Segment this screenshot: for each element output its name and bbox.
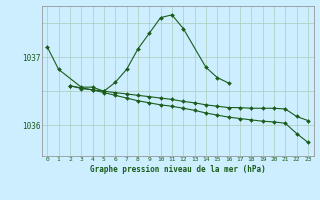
X-axis label: Graphe pression niveau de la mer (hPa): Graphe pression niveau de la mer (hPa) [90,165,266,174]
